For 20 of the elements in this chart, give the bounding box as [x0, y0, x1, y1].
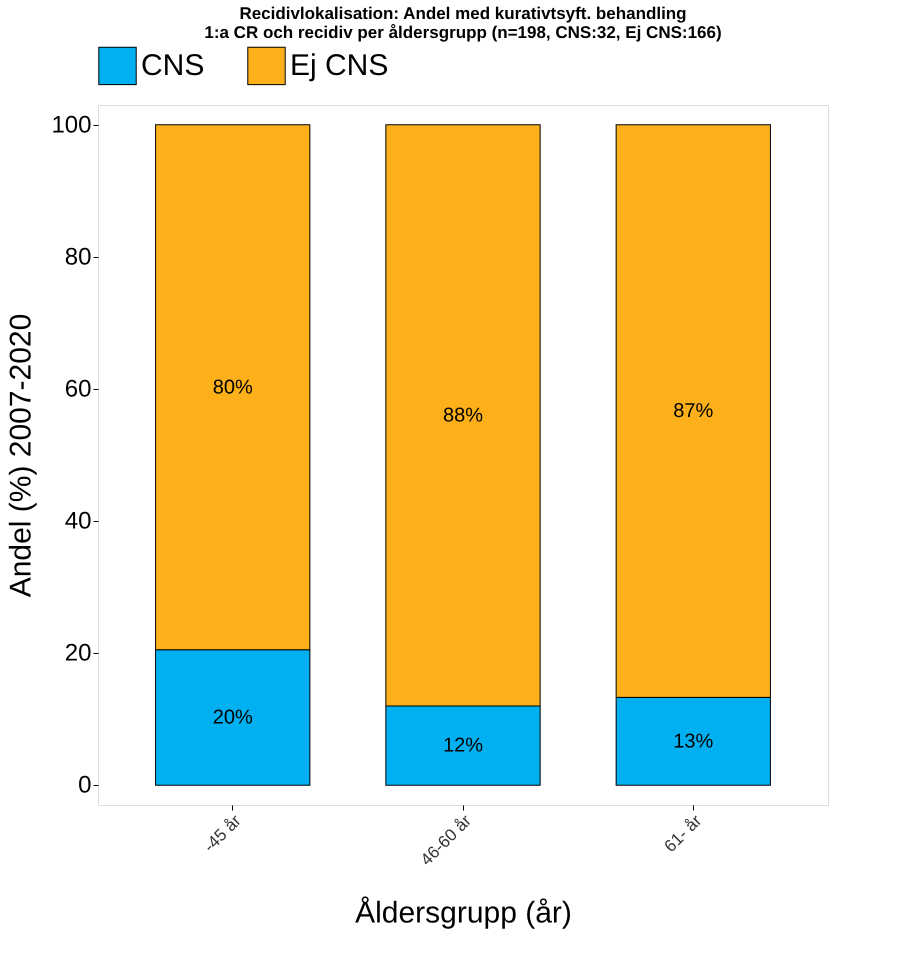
x-axis-title: Åldersgrupp (år) — [355, 896, 572, 930]
x-tick-label: -45 år — [200, 810, 245, 856]
text: 1:a CR och recidiv per åldersgrupp (n=198, CNS:32, Ej CNS:166) — [204, 23, 722, 42]
y-tick-label: 60 — [64, 375, 92, 402]
data-label: 88% — [442, 404, 484, 426]
y-tick-label: 40 — [64, 508, 92, 535]
y-tick-label: 20 — [64, 640, 92, 667]
data-label: 80% — [212, 376, 253, 398]
x-tick-label: 61- år — [660, 810, 706, 856]
data-label: 20% — [212, 706, 253, 728]
text: Recidivlokalisation: Andel med kurativtsyft. behandling — [239, 4, 687, 23]
data-label: 87% — [673, 400, 714, 422]
y-tick-label: 100 — [51, 111, 92, 138]
y-tick-label: 0 — [78, 772, 92, 799]
legend-label: CNS — [141, 48, 204, 82]
data-label: 12% — [442, 734, 484, 757]
data-label: 13% — [673, 730, 714, 752]
y-axis-title: Andel (%) 2007-2020 — [4, 314, 38, 598]
y-tick-label: 80 — [64, 243, 92, 270]
legend-label: Ej CNS — [290, 48, 388, 82]
